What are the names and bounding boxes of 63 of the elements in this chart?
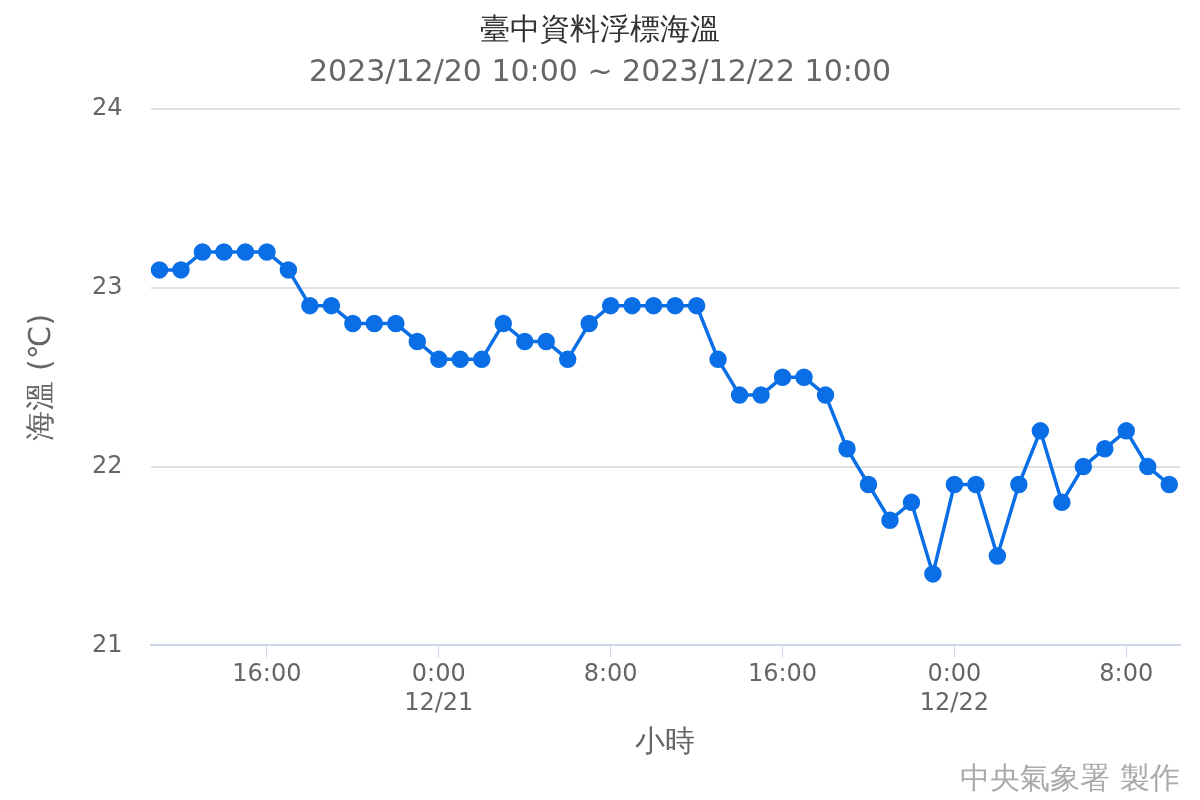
- point: [1010, 475, 1028, 494]
- point: [816, 386, 835, 404]
- point: [365, 314, 384, 333]
- point: [580, 314, 598, 333]
- point: [236, 243, 255, 261]
- point: [687, 296, 706, 315]
- point: [666, 296, 684, 315]
- y-tick-label: 22: [91, 450, 123, 479]
- x-tick-label: 0:00 12/21: [404, 659, 474, 716]
- point: [644, 296, 663, 315]
- x-axis-title: 小時: [635, 722, 696, 758]
- point: [279, 261, 298, 279]
- point: [1031, 422, 1050, 440]
- x-tick-label: 16:00: [232, 659, 302, 688]
- point: [451, 350, 470, 369]
- point: [838, 439, 856, 458]
- point: [752, 386, 770, 404]
- text: 中央氣象署 製作: [960, 759, 1180, 795]
- point: [215, 243, 233, 261]
- point: [601, 296, 620, 315]
- point: [322, 296, 341, 315]
- x-tick-label: 16:00: [747, 659, 818, 688]
- point: [773, 368, 792, 386]
- point: [709, 350, 727, 369]
- point: [387, 314, 405, 333]
- chart-subtitle: 2023/12/20 10:00 ~ 2023/12/22 10:00: [308, 52, 892, 88]
- y-tick-label: 23: [91, 272, 123, 301]
- point: [945, 475, 964, 494]
- point: [988, 547, 1007, 565]
- point: [1160, 475, 1179, 494]
- x-tick-label: 8:00: [1099, 659, 1154, 688]
- point: [515, 332, 534, 351]
- point: [795, 368, 813, 386]
- point: [924, 565, 942, 583]
- x-tick-label: 0:00 12/22: [919, 659, 989, 716]
- point: [344, 314, 362, 333]
- y-tick-label: 24: [91, 93, 123, 122]
- point: [967, 475, 985, 494]
- point: [172, 261, 190, 279]
- y-axis-title: 海溫 (℃): [21, 313, 57, 441]
- point: [902, 493, 921, 512]
- point: [1096, 439, 1114, 458]
- point: [1053, 493, 1071, 512]
- point: [558, 350, 577, 369]
- point: [1139, 457, 1157, 476]
- point: [859, 475, 878, 494]
- point: [537, 332, 555, 351]
- y-tick-label: 21: [91, 629, 123, 658]
- point: [150, 261, 169, 279]
- point: [494, 314, 512, 333]
- point: [430, 350, 448, 369]
- point: [1117, 422, 1136, 440]
- point: [301, 296, 319, 315]
- x-tick-label: 8:00: [583, 659, 638, 688]
- point: [730, 386, 749, 404]
- point: [881, 511, 899, 529]
- point: [258, 243, 276, 261]
- point: [623, 296, 641, 315]
- point: [1074, 457, 1093, 476]
- point: [473, 350, 491, 369]
- chart-title: 臺中資料浮標海溫: [480, 10, 720, 46]
- point: [193, 243, 212, 261]
- point: [408, 332, 427, 351]
